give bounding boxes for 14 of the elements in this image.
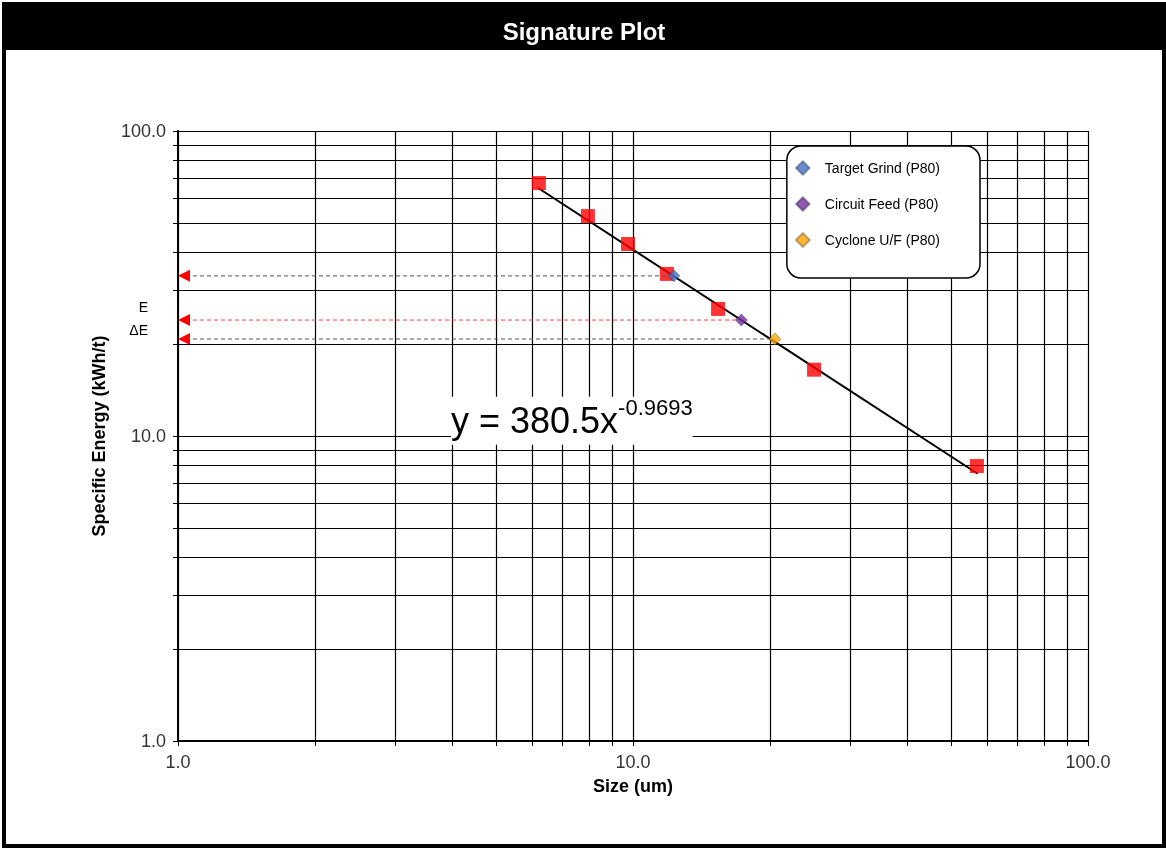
x-axis-title: Size (um): [592, 776, 674, 796]
legend-label: Circuit Feed (P80): [824, 196, 939, 212]
y-tick-label: 10.0: [130, 426, 166, 446]
legend-label: Cyclone U/F (P80): [824, 232, 940, 248]
text: ΔE: [129, 321, 148, 338]
y-tick-label: 100.0: [120, 121, 166, 141]
text: E: [138, 299, 148, 316]
y-axis-title: Specific Energy (kWh/t): [89, 335, 109, 537]
x-tick-label: 100.0: [1065, 752, 1111, 772]
y-tick-label: 1.0: [140, 731, 166, 751]
x-tick-label: 1.0: [165, 752, 191, 772]
legend-label: Target Grind (P80): [824, 160, 941, 176]
chart-title: Signature Plot: [502, 17, 666, 45]
x-tick-label: 10.0: [615, 752, 651, 772]
